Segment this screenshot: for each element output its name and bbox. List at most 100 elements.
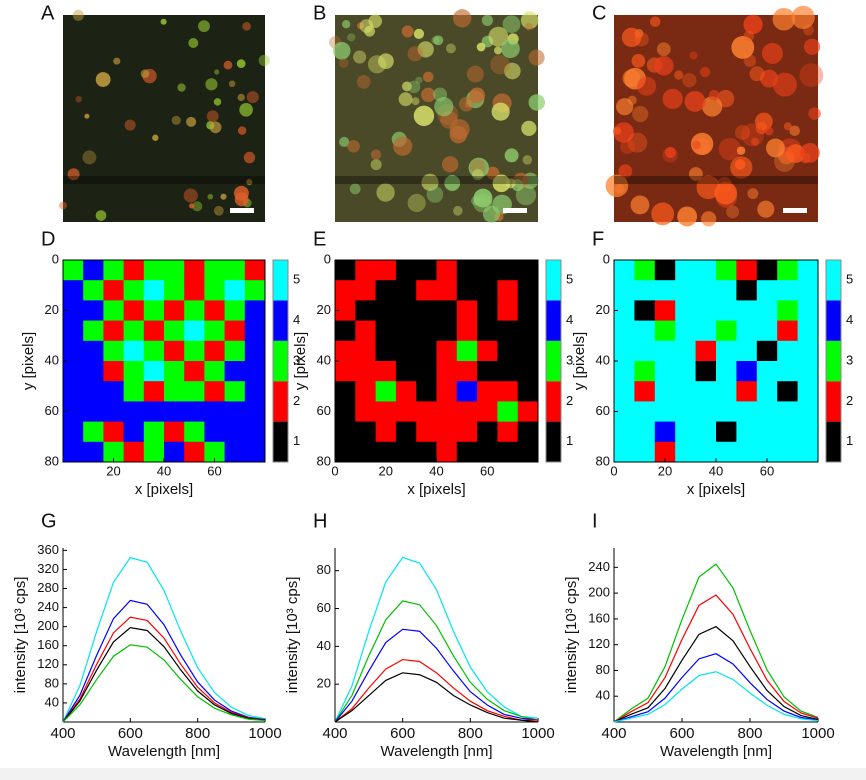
heatmap-cell: [756, 260, 778, 281]
heatmap-cell: [777, 320, 799, 342]
heatmap-cell: [477, 381, 498, 402]
heatmap-cell: [204, 280, 226, 301]
photo-spot: [407, 80, 421, 94]
y-tick-label: 0: [603, 251, 610, 266]
heatmap-cell: [517, 361, 539, 382]
heatmap-cell: [654, 441, 676, 463]
heatmap-cell: [456, 300, 478, 322]
heatmap-cell: [614, 361, 635, 382]
x-tick-label: 1000: [801, 725, 834, 742]
heatmap-cell: [63, 361, 84, 382]
heatmap-cell: [634, 441, 656, 463]
heatmap-cell: [204, 401, 226, 423]
photo-spot: [612, 126, 621, 135]
heatmap-cell: [497, 260, 519, 281]
photo-spot: [735, 124, 751, 140]
heatmap-cell: [716, 280, 737, 301]
heatmap-cell: [395, 401, 417, 423]
heatmap-cell: [355, 361, 377, 382]
heatmap-cell: [614, 381, 635, 402]
y-axis-label: y [pixels]: [20, 332, 37, 390]
photo-spot: [677, 206, 698, 227]
heatmap-cell: [736, 441, 758, 463]
heatmap-cell: [797, 441, 819, 463]
photo-spot: [699, 66, 711, 78]
photo-spot: [682, 73, 697, 88]
photo-spot: [433, 35, 444, 46]
y-tick-label: 20: [317, 302, 331, 317]
heatmap-cell: [184, 441, 205, 463]
photo-spot: [59, 201, 67, 210]
photo-spot: [528, 49, 545, 66]
heatmap-cell: [675, 361, 697, 382]
heatmap-cell: [517, 421, 539, 443]
photo-spot: [426, 186, 444, 203]
heatmap-cell: [497, 381, 519, 402]
photo-spot: [754, 112, 773, 131]
y-tick-label: 160: [37, 637, 59, 652]
x-tick-label: 20: [658, 463, 672, 478]
heatmap-cell: [756, 381, 778, 402]
panel-label: G: [41, 510, 57, 532]
spectrum-line: [613, 594, 819, 723]
y-tick-label: 240: [588, 559, 610, 574]
photo-spot: [684, 90, 706, 112]
photo-spot: [736, 146, 746, 155]
colorbar-tick-label: 2: [293, 393, 300, 408]
heatmap-cell: [355, 260, 377, 281]
photo-spot: [789, 125, 800, 136]
y-tick-label: 80: [317, 562, 331, 577]
photo-spot: [214, 69, 220, 75]
heatmap-cell: [797, 381, 819, 402]
photo-spot: [171, 115, 181, 125]
heatmap-cell: [777, 260, 799, 281]
y-tick-label: 0: [52, 251, 59, 266]
heatmap-cell: [164, 260, 185, 281]
photo-spot: [445, 43, 456, 54]
heatmap-cell: [416, 381, 437, 402]
panel-label: A: [41, 2, 55, 24]
heatmap-cell: [224, 320, 246, 342]
photo-spot: [177, 83, 186, 92]
heatmap-cell: [244, 320, 266, 342]
colorbar-block: [273, 421, 288, 462]
heatmap-cell: [517, 260, 539, 281]
y-tick-label: 40: [596, 688, 610, 703]
heatmap-cell: [224, 300, 246, 322]
heatmap-cell: [184, 280, 205, 301]
heatmap-cell: [143, 300, 165, 322]
heatmap-cell: [83, 441, 104, 463]
y-tick-label: 20: [45, 302, 59, 317]
colorbar-tick-label: 2: [566, 393, 573, 408]
heatmap-cell: [756, 280, 778, 301]
heatmap-cell: [777, 401, 799, 423]
heatmap-cell: [716, 421, 737, 443]
photo-spot: [370, 149, 382, 160]
photo-spot: [674, 70, 684, 80]
heatmap-cell: [614, 280, 635, 301]
photo-spot: [188, 38, 199, 49]
heatmap-cell: [716, 320, 737, 342]
colorbar-block: [546, 421, 561, 462]
heatmap-cell: [123, 441, 145, 463]
heatmap-cell: [204, 361, 226, 382]
photo-spot: [651, 202, 675, 226]
panel-label: C: [592, 2, 606, 24]
photo-spot: [799, 63, 824, 88]
x-tick-label: 60: [760, 463, 774, 478]
heatmap-cell: [375, 381, 397, 402]
x-axis-label: Wavelength [nm]: [108, 743, 220, 760]
heatmap-cell: [777, 280, 799, 301]
y-tick-label: 80: [45, 675, 59, 690]
heatmap-cell: [614, 320, 635, 342]
heatmap-cell: [456, 441, 478, 463]
photo-spot: [664, 147, 676, 158]
photo-spot: [407, 193, 426, 213]
heatmap-cell: [716, 441, 737, 463]
heatmap-cell: [83, 280, 104, 301]
heatmap-cell: [654, 381, 676, 402]
photo-spot: [481, 14, 494, 26]
heatmap-cell: [63, 320, 84, 342]
heatmap-cell: [143, 280, 165, 301]
photo-spot: [688, 167, 703, 181]
